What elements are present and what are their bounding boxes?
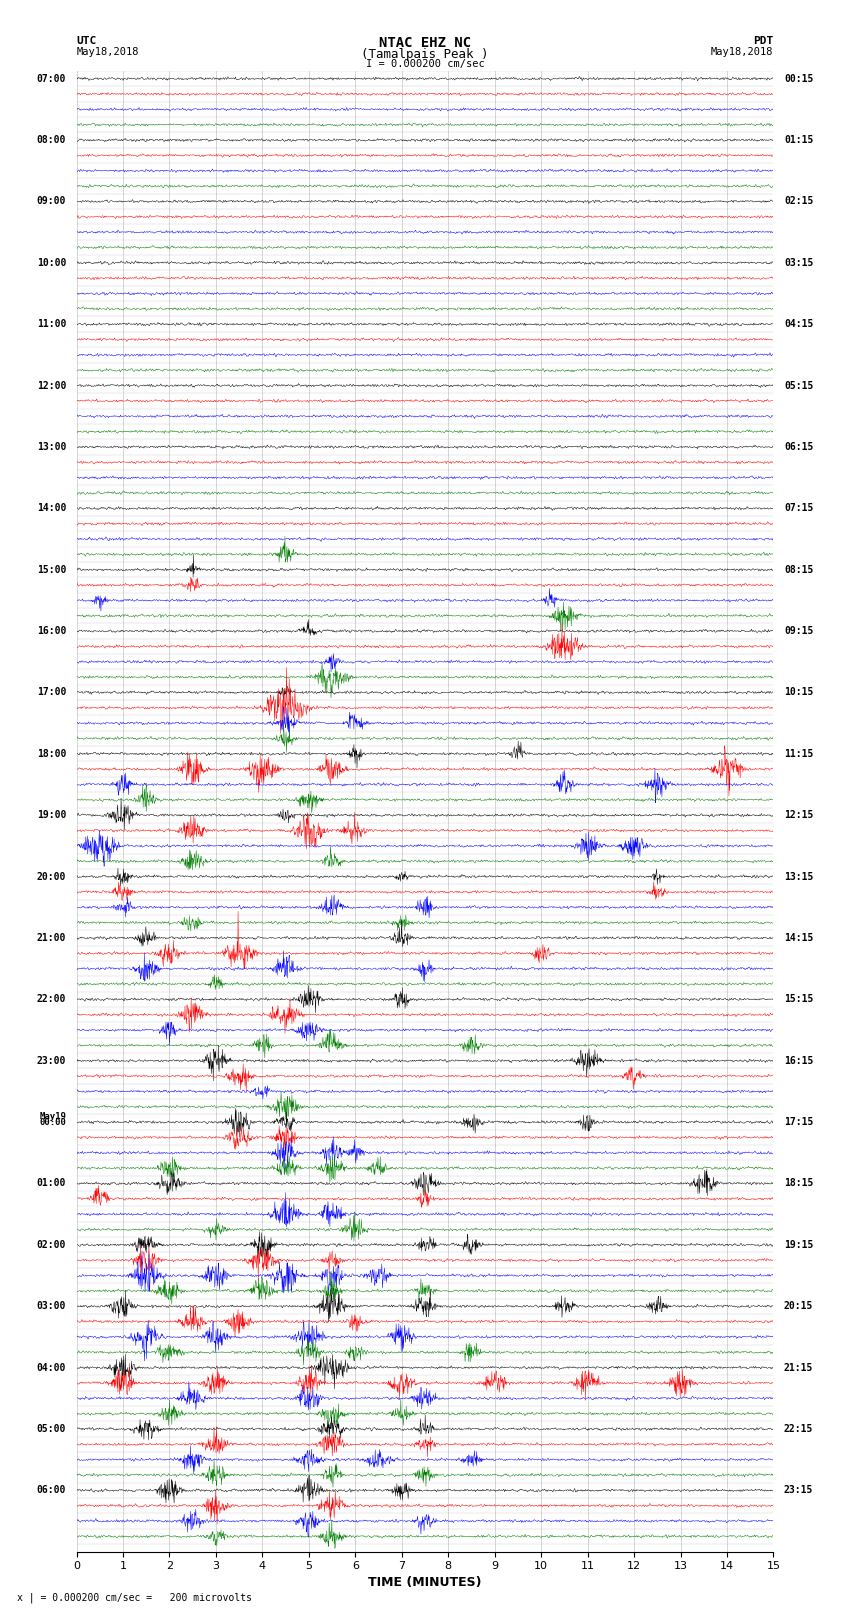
Text: 07:15: 07:15: [784, 503, 813, 513]
Text: 14:00: 14:00: [37, 503, 66, 513]
Text: 01:15: 01:15: [784, 135, 813, 145]
Text: UTC: UTC: [76, 37, 97, 47]
Text: 02:00: 02:00: [37, 1240, 66, 1250]
Text: 23:00: 23:00: [37, 1055, 66, 1066]
Text: 09:00: 09:00: [37, 197, 66, 206]
Text: 04:15: 04:15: [784, 319, 813, 329]
Text: 15:00: 15:00: [37, 565, 66, 574]
Text: 22:00: 22:00: [37, 994, 66, 1005]
Text: 19:00: 19:00: [37, 810, 66, 819]
Text: 15:15: 15:15: [784, 994, 813, 1005]
Text: 12:15: 12:15: [784, 810, 813, 819]
Text: 17:00: 17:00: [37, 687, 66, 697]
Text: May18,2018: May18,2018: [711, 47, 774, 56]
Text: 00:00: 00:00: [39, 1118, 66, 1126]
Text: 03:00: 03:00: [37, 1302, 66, 1311]
Text: 19:15: 19:15: [784, 1240, 813, 1250]
Text: 17:15: 17:15: [784, 1118, 813, 1127]
Text: 20:15: 20:15: [784, 1302, 813, 1311]
Text: 22:15: 22:15: [784, 1424, 813, 1434]
Text: 05:00: 05:00: [37, 1424, 66, 1434]
Text: 14:15: 14:15: [784, 932, 813, 944]
Text: 01:00: 01:00: [37, 1179, 66, 1189]
Text: 23:15: 23:15: [784, 1486, 813, 1495]
Text: (Tamalpais Peak ): (Tamalpais Peak ): [361, 47, 489, 61]
Text: x | = 0.000200 cm/sec =   200 microvolts: x | = 0.000200 cm/sec = 200 microvolts: [17, 1592, 252, 1603]
Text: 13:15: 13:15: [784, 871, 813, 882]
Text: 12:00: 12:00: [37, 381, 66, 390]
Text: 08:00: 08:00: [37, 135, 66, 145]
Text: PDT: PDT: [753, 37, 774, 47]
Text: 21:00: 21:00: [37, 932, 66, 944]
Text: 11:00: 11:00: [37, 319, 66, 329]
Text: 05:15: 05:15: [784, 381, 813, 390]
Text: 16:00: 16:00: [37, 626, 66, 636]
Text: NTAC EHZ NC: NTAC EHZ NC: [379, 37, 471, 50]
X-axis label: TIME (MINUTES): TIME (MINUTES): [368, 1576, 482, 1589]
Text: 21:15: 21:15: [784, 1363, 813, 1373]
Text: 16:15: 16:15: [784, 1055, 813, 1066]
Text: 06:00: 06:00: [37, 1486, 66, 1495]
Text: May19: May19: [39, 1113, 66, 1121]
Text: 11:15: 11:15: [784, 748, 813, 758]
Text: 13:00: 13:00: [37, 442, 66, 452]
Text: 02:15: 02:15: [784, 197, 813, 206]
Text: 18:00: 18:00: [37, 748, 66, 758]
Text: 08:15: 08:15: [784, 565, 813, 574]
Text: 06:15: 06:15: [784, 442, 813, 452]
Text: 20:00: 20:00: [37, 871, 66, 882]
Text: 07:00: 07:00: [37, 74, 66, 84]
Text: I = 0.000200 cm/sec: I = 0.000200 cm/sec: [366, 58, 484, 69]
Text: 03:15: 03:15: [784, 258, 813, 268]
Text: 18:15: 18:15: [784, 1179, 813, 1189]
Text: 10:00: 10:00: [37, 258, 66, 268]
Text: 00:15: 00:15: [784, 74, 813, 84]
Text: 09:15: 09:15: [784, 626, 813, 636]
Text: 10:15: 10:15: [784, 687, 813, 697]
Text: 04:00: 04:00: [37, 1363, 66, 1373]
Text: May18,2018: May18,2018: [76, 47, 139, 56]
